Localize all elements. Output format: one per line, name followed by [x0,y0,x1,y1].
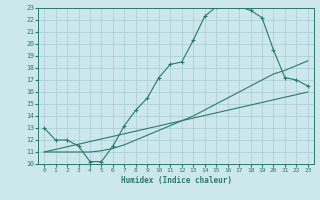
X-axis label: Humidex (Indice chaleur): Humidex (Indice chaleur) [121,176,231,185]
